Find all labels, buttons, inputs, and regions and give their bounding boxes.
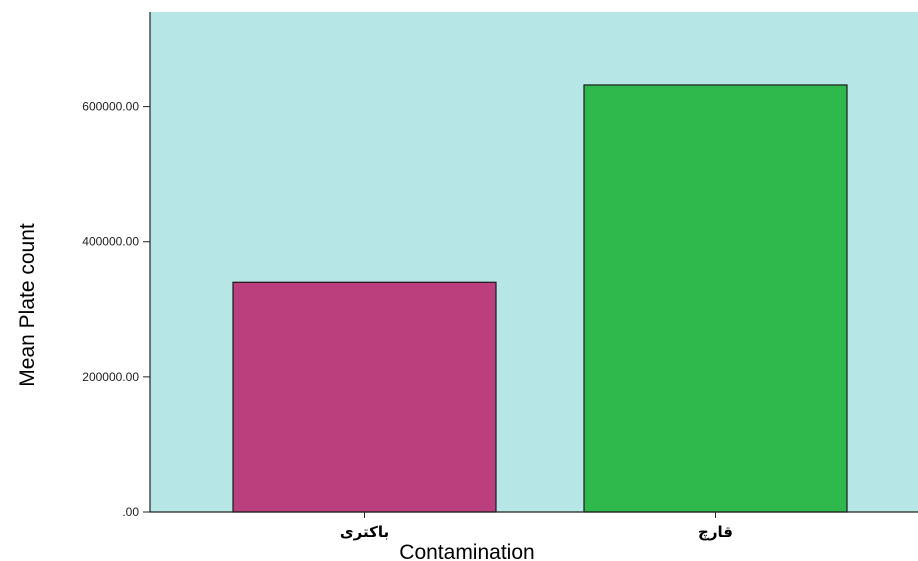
x-axis-title: Contamination <box>399 541 534 561</box>
y-tick-label-2: 200000.00 <box>82 370 139 384</box>
y-tick-label-4: 600000.00 <box>82 100 139 114</box>
bars-group <box>232 84 848 513</box>
bar-1 <box>232 281 497 513</box>
y-tick-label-3: 400000.00 <box>82 235 139 249</box>
bar-2 <box>583 84 848 513</box>
y-axis-title: Mean Plate count <box>16 223 39 387</box>
y-tick-label-1: .00 <box>122 505 139 519</box>
x-tick-labels-group: باکتری قارچ <box>340 512 733 541</box>
x-tick-label-2: قارچ <box>698 523 733 541</box>
x-tick-label-1: باکتری <box>340 523 389 541</box>
y-ticks-group: .00 200000.00 400000.00 600000.00 <box>82 100 150 519</box>
